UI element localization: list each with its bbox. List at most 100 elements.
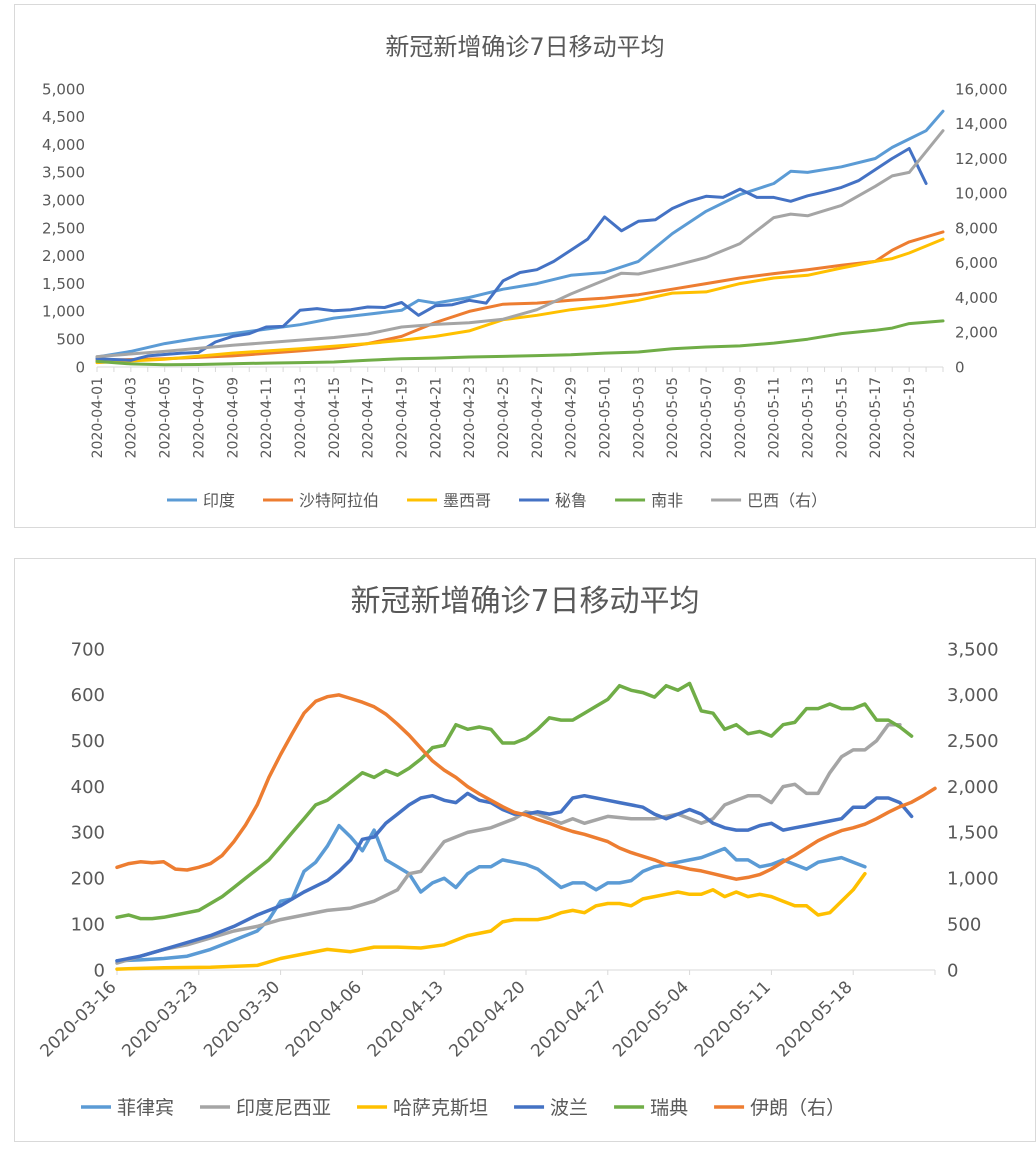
legend-label: 印度尼西亚 (236, 1097, 331, 1119)
legend-item: 沙特阿拉伯 (263, 491, 379, 510)
y-left-tick-label: 200 (71, 869, 105, 890)
x-tick-label: 2020-04-23 (462, 377, 478, 458)
x-tick-label: 2020-05-04 (609, 977, 693, 1061)
y-right-tick-label: 1,500 (947, 823, 999, 844)
legend-item: 哈萨克斯坦 (357, 1097, 488, 1119)
y-left-tick-label: 5,000 (42, 80, 85, 98)
x-tick-label: 2020-04-15 (327, 377, 343, 458)
x-tick-label: 2020-05-15 (834, 377, 850, 458)
y-left-tick-label: 500 (56, 330, 85, 348)
chart-title: 新冠新增确诊7日移动平均 (385, 33, 664, 61)
y-right-tick-label: 2,000 (955, 324, 998, 342)
x-tick-label: 2020-04-06 (282, 977, 366, 1061)
y-right-tick-label: 0 (947, 960, 958, 981)
x-tick-label: 2020-04-11 (259, 377, 275, 458)
x-tick-label: 2020-04-07 (191, 377, 207, 458)
y-left-tick-label: 4,000 (42, 136, 85, 154)
legend-label: 秘鲁 (555, 491, 587, 510)
series-line-2 (95, 237, 945, 365)
legend-item: 菲律宾 (81, 1097, 174, 1119)
y-right-tick-label: 0 (955, 358, 965, 376)
legend-label: 哈萨克斯坦 (393, 1097, 488, 1119)
x-tick-label: 2020-05-17 (868, 377, 884, 458)
y-right-tick-label: 16,000 (955, 80, 1008, 98)
series-line-4 (115, 681, 914, 921)
y-right-tick-label: 10,000 (955, 185, 1008, 203)
legend-item: 伊朗（右） (714, 1097, 845, 1119)
x-tick-label: 2020-04-03 (124, 377, 140, 458)
x-tick-label: 2020-05-19 (902, 377, 918, 458)
x-tick-label: 2020-04-19 (394, 377, 410, 458)
x-tick-label: 2020-04-27 (530, 377, 546, 458)
x-tick-label: 2020-04-29 (564, 377, 580, 458)
series-line-3 (95, 147, 928, 362)
legend-label: 波兰 (550, 1097, 588, 1119)
series-line-0 (115, 823, 867, 963)
y-right-tick-label: 12,000 (955, 150, 1008, 168)
x-tick-label: 2020-04-27 (527, 977, 611, 1061)
x-tick-label: 2020-05-03 (631, 377, 647, 458)
y-left-tick-label: 2,500 (42, 219, 85, 237)
y-right-tick-label: 14,000 (955, 115, 1008, 133)
series-line-1 (115, 722, 902, 965)
chart-legend: 印度 沙特阿拉伯 墨西哥 秘鲁 南非 巴西（右） (167, 491, 827, 510)
y-right-tick-label: 3,000 (947, 685, 999, 706)
legend-item: 墨西哥 (407, 491, 491, 510)
y-right-tick-label: 8,000 (955, 219, 998, 237)
x-tick-label: 2020-04-09 (225, 377, 241, 458)
x-tick-label: 2020-05-13 (801, 377, 817, 458)
x-tick-label: 2020-03-23 (118, 977, 202, 1061)
x-tick-label: 2020-03-16 (37, 977, 121, 1061)
y-right-tick-label: 6,000 (955, 254, 998, 272)
legend-item: 秘鲁 (519, 491, 587, 510)
x-tick-label: 2020-05-11 (691, 977, 775, 1061)
x-tick-label: 2020-04-05 (158, 377, 174, 458)
legend-item: 印度 (167, 491, 235, 510)
legend-label: 印度 (203, 491, 235, 510)
legend-label: 瑞典 (650, 1097, 688, 1119)
legend-item: 巴西（右） (711, 491, 827, 510)
y-left-tick-label: 1,500 (42, 275, 85, 293)
series-line-5 (95, 319, 945, 367)
x-tick-label: 2020-05-18 (773, 977, 857, 1061)
series-line-0 (95, 109, 945, 359)
chart-panel-bottom: 新冠新增确诊7日移动平均 0 100 200 300 400 500 600 700 0 500 1… (14, 558, 1036, 1142)
y-left-tick-label: 100 (71, 914, 105, 935)
y-right-tick-label: 1,000 (947, 869, 999, 890)
y-left-tick-label: 0 (94, 960, 105, 981)
legend-label: 墨西哥 (443, 491, 491, 510)
chart-panel-top: 新冠新增确诊7日移动平均 0 500 1,000 1,500 2,000 2,500 3,0… (14, 4, 1036, 528)
legend-item: 波兰 (514, 1097, 588, 1119)
legend-item: 印度尼西亚 (200, 1097, 331, 1119)
y-right-tick-label: 2,000 (947, 777, 999, 798)
series-line-3 (115, 791, 914, 963)
line-chart-top: 新冠新增确诊7日移动平均 0 500 1,000 1,500 2,000 2,500 3,0… (42, 33, 1008, 510)
y-left-tick-label: 500 (71, 731, 105, 752)
series-line-4 (95, 129, 945, 359)
y-left-tick-label: 2,000 (42, 247, 85, 265)
legend-label: 巴西（右） (747, 491, 827, 510)
x-tick-label: 2020-04-01 (90, 377, 106, 458)
x-tick-label: 2020-05-01 (598, 377, 614, 458)
x-tick-label: 2020-05-11 (767, 377, 783, 458)
series-line-1 (95, 230, 945, 362)
y-left-tick-label: 700 (71, 639, 105, 660)
y-left-tick-label: 0 (75, 358, 85, 376)
y-right-tick-label: 500 (947, 914, 981, 935)
y-left-tick-label: 4,500 (42, 108, 85, 126)
series-line-5 (115, 693, 937, 881)
legend-label: 菲律宾 (117, 1097, 174, 1119)
x-tick-label: 2020-05-05 (665, 377, 681, 458)
series-line-2 (115, 871, 867, 971)
x-tick-label: 2020-04-17 (361, 377, 377, 458)
legend-item: 南非 (615, 491, 683, 510)
legend-label: 沙特阿拉伯 (299, 491, 379, 510)
y-right-tick-label: 2,500 (947, 731, 999, 752)
y-right-tick-label: 3,500 (947, 639, 999, 660)
y-left-tick-label: 300 (71, 823, 105, 844)
y-left-tick-label: 400 (71, 777, 105, 798)
line-chart-bottom: 新冠新增确诊7日移动平均 0 100 200 300 400 500 600 700 0 500 1… (37, 584, 999, 1119)
y-left-tick-label: 1,000 (42, 303, 85, 321)
legend-item: 瑞典 (614, 1097, 688, 1119)
y-left-tick-label: 3,500 (42, 164, 85, 182)
